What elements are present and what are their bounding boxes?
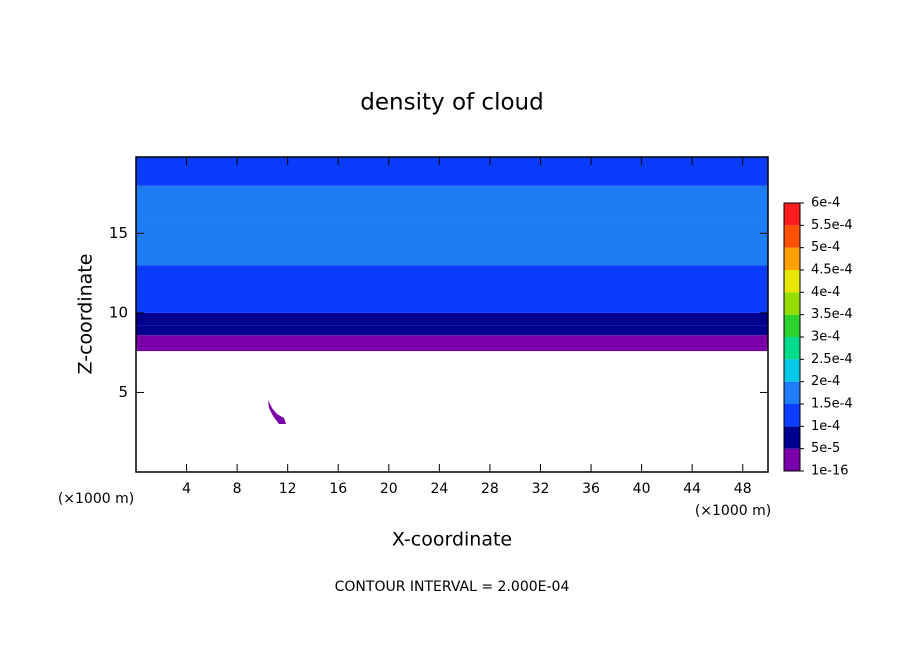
x-tick-label: 12 <box>279 481 297 497</box>
contour-band <box>136 325 768 336</box>
x-tick-label: 8 <box>233 481 242 497</box>
colorbar-label: 2e-4 <box>811 374 840 389</box>
colorbar-label: 4.5e-4 <box>811 263 853 278</box>
colorbar-label: 5.5e-4 <box>811 218 853 233</box>
colorbar-label: 3e-4 <box>811 330 840 345</box>
x-tick-label: 24 <box>430 481 448 497</box>
x-tick-label: 28 <box>481 481 499 497</box>
x-tick-label: 32 <box>532 481 550 497</box>
x-tick-label: 44 <box>683 481 701 497</box>
contour-band <box>136 157 768 186</box>
colorbar-label: 5e-4 <box>811 240 840 255</box>
x-axis-label: X-coordinate <box>392 529 512 551</box>
colorbar-swatch <box>784 337 800 360</box>
colorbar-label: 1.5e-4 <box>811 397 853 412</box>
x-tick-label: 36 <box>582 481 600 497</box>
colorbar-swatch <box>784 203 800 226</box>
plot-frame <box>135 156 769 473</box>
x-unit-label: (×1000 m) <box>695 503 771 519</box>
colorbar-swatch <box>784 404 800 427</box>
contour-band <box>136 265 768 297</box>
colorbar-label: 3.5e-4 <box>811 307 853 322</box>
colorbar-label: 6e-4 <box>811 196 840 211</box>
contour-band <box>136 217 768 266</box>
colorbar-swatch <box>784 381 800 404</box>
colorbar-swatch <box>784 448 800 471</box>
x-tick-label: 48 <box>734 481 752 497</box>
colorbar-label: 1e-16 <box>811 464 849 479</box>
cloud-patch <box>268 400 286 424</box>
colorbar-swatch <box>784 359 800 382</box>
x-tick-label: 20 <box>380 481 398 497</box>
contour-band <box>136 297 768 313</box>
colorbar-swatch <box>784 247 800 270</box>
y-tick-label: 10 <box>109 303 128 321</box>
colorbar-label: 4e-4 <box>811 285 840 300</box>
contour-band <box>136 312 768 326</box>
x-tick-label: 4 <box>182 481 191 497</box>
y-tick-label: 15 <box>109 224 128 242</box>
colorbar-swatch <box>784 426 800 449</box>
colorbar-label: 5e-5 <box>811 441 840 456</box>
colorbar-swatch <box>784 225 800 248</box>
contour-band <box>136 335 768 352</box>
contour-note: CONTOUR INTERVAL = 2.000E-04 <box>335 579 570 595</box>
x-tick-label: 40 <box>633 481 651 497</box>
y-tick-label: 5 <box>118 383 128 401</box>
colorbar-swatch <box>784 292 800 315</box>
x-tick-label: 16 <box>329 481 347 497</box>
colorbar-label: 2.5e-4 <box>811 352 853 367</box>
colorbar-label: 1e-4 <box>811 419 840 434</box>
chart-title: density of cloud <box>360 90 543 116</box>
y-axis-label: Z-coordinate <box>75 254 97 375</box>
contour-band <box>136 185 768 218</box>
colorbar-swatch <box>784 314 800 337</box>
colorbar-swatch <box>784 270 800 293</box>
y-unit-label: (×1000 m) <box>58 491 134 507</box>
